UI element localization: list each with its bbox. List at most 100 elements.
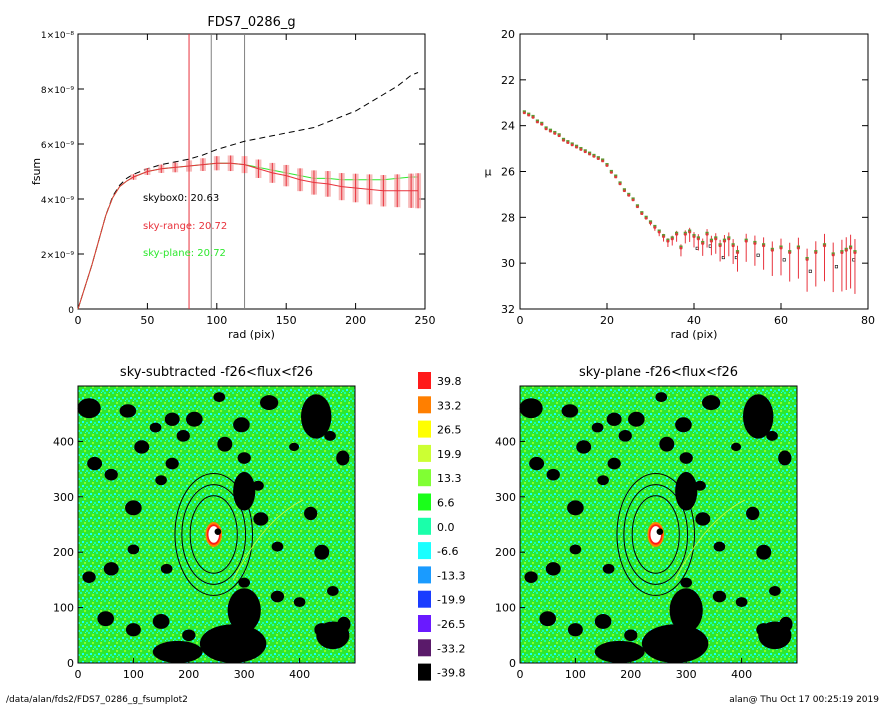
y-tick-label: 200 (53, 546, 74, 559)
colorbar-swatch (418, 372, 431, 389)
masked-source (594, 640, 645, 663)
y-axis-label: fsum (30, 158, 43, 185)
data-point (853, 251, 857, 254)
y-tick-label: 300 (495, 491, 516, 504)
data-point (814, 251, 817, 254)
colorbar-swatch (418, 517, 431, 535)
masked-source (758, 621, 792, 650)
masked-source (529, 456, 545, 471)
colorbar-label: -6.6 (437, 545, 458, 558)
sky-plane-image: sky-plane -f26<flux<f26 0 100 200 300 400 0 100… (495, 365, 798, 681)
data-point (536, 120, 539, 124)
masked-source (237, 452, 251, 464)
data-point (679, 246, 683, 250)
x-tick-label: 0 (517, 668, 524, 681)
masked-source (597, 475, 609, 486)
masked-source (656, 528, 664, 536)
data-point (571, 143, 574, 147)
masked-source (519, 398, 543, 419)
y-tick-label: 28 (501, 211, 515, 224)
masked-source (97, 611, 115, 627)
masked-source (199, 624, 267, 663)
colorbar-swatch (418, 615, 431, 632)
masked-source (594, 613, 612, 629)
data-point-hollow (782, 258, 786, 262)
x-tick-label: 40 (687, 314, 701, 327)
data-point (658, 230, 661, 234)
masked-source (624, 629, 638, 642)
data-point (584, 150, 587, 154)
data-point (627, 194, 630, 197)
data-point (845, 249, 848, 252)
x-tick-label: 300 (676, 668, 697, 681)
data-point (727, 237, 730, 241)
image-frame (519, 385, 798, 664)
x-tick-label: 0 (75, 668, 82, 681)
masked-source (769, 585, 781, 596)
masked-source (324, 430, 336, 441)
footer-path: /data/alan/fds2/FDS7_0286_g_fsumplot2 (6, 695, 188, 705)
data-point (575, 146, 578, 149)
data-point (644, 217, 648, 220)
aperture-ellipse (181, 484, 247, 585)
data-point (684, 233, 687, 236)
masked-source (591, 422, 604, 433)
masked-source (87, 456, 103, 471)
data-point-hollow (756, 253, 760, 257)
colorbar-swatch (418, 444, 431, 462)
x-tick-label: 200 (178, 668, 199, 681)
x-tick-label: 0 (517, 314, 524, 327)
data-point (697, 237, 700, 241)
x-tick-label: 50 (140, 314, 154, 327)
masked-source (149, 422, 162, 433)
image-title: sky-subtracted -f26<flux<f26 (120, 365, 313, 380)
masked-source (576, 440, 592, 454)
colorbar-label: 26.5 (437, 424, 462, 437)
data-point (636, 205, 639, 209)
data-point (592, 155, 596, 158)
data-point (714, 237, 717, 241)
data-point (666, 240, 670, 243)
data-point (788, 251, 791, 254)
y-tick-label: 20 (501, 28, 515, 41)
masked-source (756, 544, 772, 560)
masked-source (561, 404, 579, 418)
masked-source (270, 590, 285, 603)
masked-source (227, 588, 261, 633)
masked-source (164, 412, 180, 426)
data-point (523, 111, 526, 115)
masked-source (669, 588, 703, 633)
masked-source (253, 512, 269, 526)
masked-source (314, 544, 330, 560)
x-tick-label: 400 (289, 668, 310, 681)
masked-source (679, 452, 693, 464)
x-axis-label: rad (pix) (671, 328, 718, 341)
x-tick-label: 100 (123, 668, 144, 681)
y-tick-label: 400 (495, 435, 516, 448)
masked-source (271, 541, 284, 552)
data-point (623, 189, 626, 193)
masked-source (746, 506, 760, 521)
data-point (832, 253, 835, 257)
data-point (849, 246, 852, 250)
data-point (653, 226, 657, 229)
y-tick-label: 2×10⁻⁹ (41, 251, 74, 261)
x-tick-label: 250 (415, 314, 436, 327)
colorbar-swatch (418, 639, 431, 657)
colorbar-label: 13.3 (437, 472, 462, 485)
data-point (701, 242, 704, 245)
colorbar-label: -39.8 (437, 667, 465, 680)
masked-source (289, 442, 300, 452)
masked-source (77, 398, 101, 419)
masked-source (217, 436, 233, 452)
masked-source (165, 457, 179, 470)
y-tick-label: 8×10⁻⁹ (41, 86, 74, 96)
y-tick-label: 4×10⁻⁹ (41, 196, 74, 206)
data-point (531, 116, 535, 119)
colorbar-label: -26.5 (437, 618, 465, 631)
masked-source (293, 597, 306, 608)
data-point (540, 123, 543, 126)
data-point (745, 240, 748, 243)
colorbar-swatch (418, 663, 431, 681)
data-point (723, 240, 726, 243)
